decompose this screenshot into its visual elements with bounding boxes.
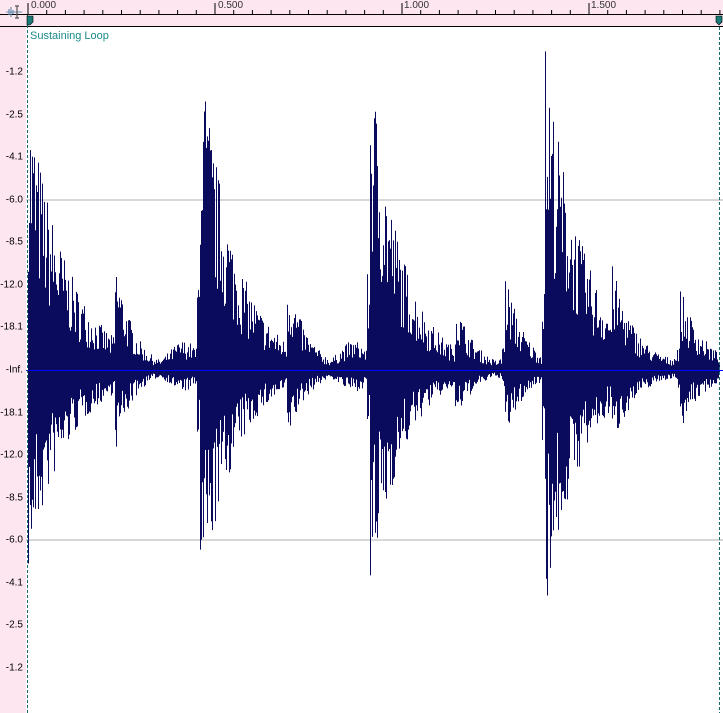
waveform (28, 51, 720, 596)
amplitude-label: -12.0 (0, 279, 23, 291)
amplitude-label: -12.0 (0, 449, 23, 461)
region-label: Sustaining Loop (30, 30, 109, 42)
marker-strip[interactable] (0, 15, 723, 27)
amplitude-label: -2.5 (5, 619, 23, 631)
amplitude-label: -8.5 (5, 236, 23, 248)
amplitude-axis (0, 27, 26, 713)
amplitude-label: -4.1 (5, 151, 23, 163)
amplitude-label: -6.0 (5, 194, 23, 206)
amplitude-label: -1.2 (5, 662, 23, 674)
ruler-label: 0.500 (218, 0, 244, 11)
amplitude-label: -4.1 (5, 577, 23, 589)
time-ruler[interactable]: 0.000 0.500 1.000 1.500 (0, 0, 723, 15)
amplitude-label: -6.0 (5, 534, 23, 546)
amplitude-label: -1.2 (5, 66, 23, 78)
amplitude-label: -18.1 (0, 321, 23, 333)
amplitude-label: -Inf. (5, 364, 23, 376)
amplitude-label: -18.1 (0, 407, 23, 419)
ruler-ticks (27, 3, 721, 14)
amplitude-label: -2.5 (5, 109, 23, 121)
loop-end-marker-icon (715, 15, 723, 26)
ruler-label: 1.500 (591, 0, 617, 11)
amplitude-label: -8.5 (5, 492, 23, 504)
loop-start-marker-icon (26, 15, 34, 26)
waveform-select-icon[interactable] (4, 2, 24, 22)
ruler-label: 0.000 (31, 0, 57, 11)
ruler-label: 1.000 (404, 0, 430, 11)
